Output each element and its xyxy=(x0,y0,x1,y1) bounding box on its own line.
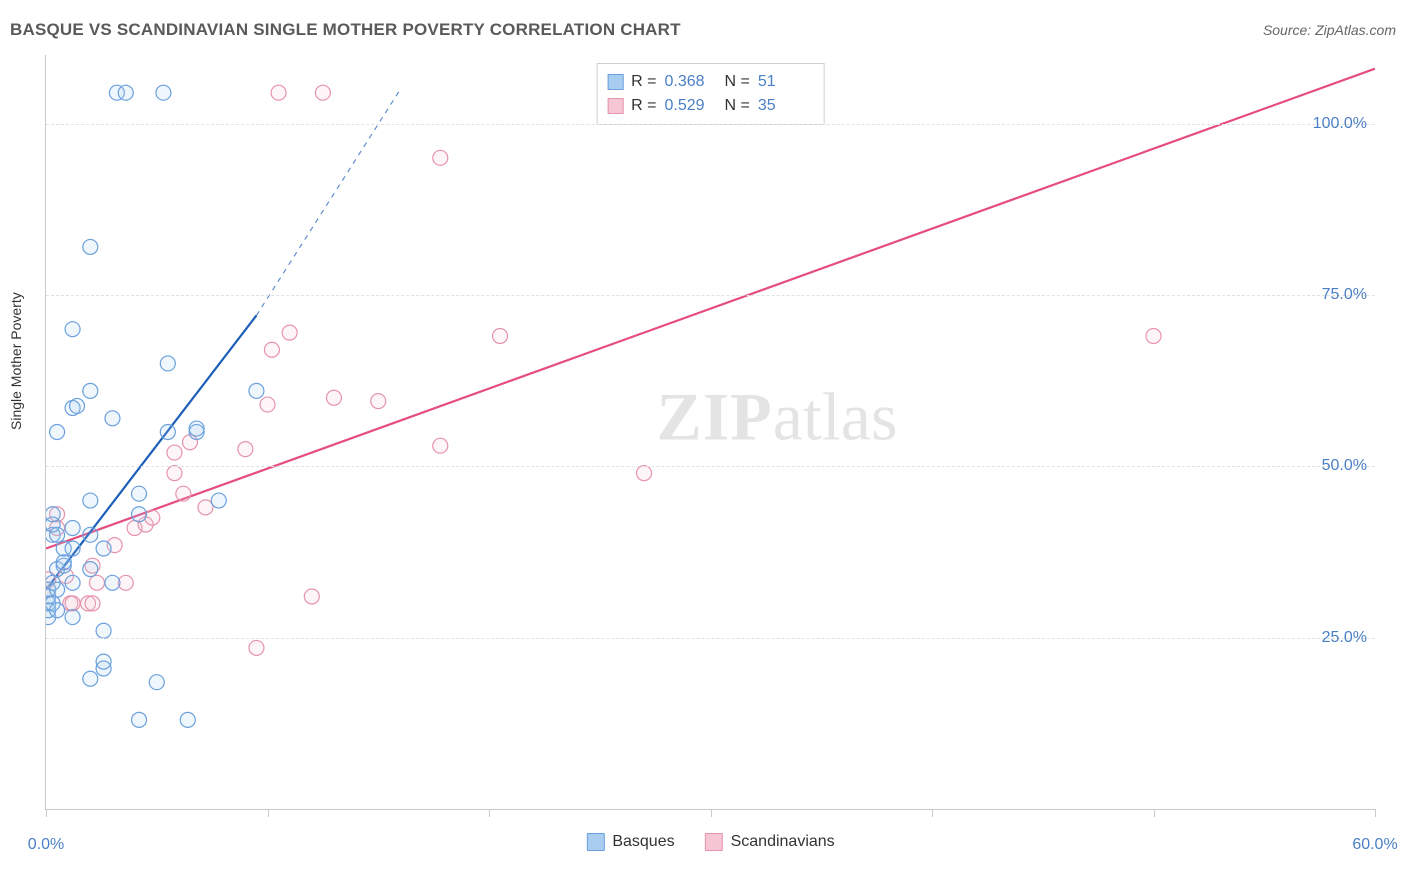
gridline-h xyxy=(46,638,1375,639)
plot-svg xyxy=(46,55,1375,809)
y-tick-label: 100.0% xyxy=(1313,115,1367,133)
x-tick xyxy=(268,809,269,817)
y-axis-label: Single Mother Poverty xyxy=(8,292,24,430)
y-tick-label: 75.0% xyxy=(1322,286,1367,304)
stats-r-label: R = xyxy=(631,70,656,94)
legend-item-basques: Basques xyxy=(586,833,674,851)
stats-n-label: N = xyxy=(725,94,750,118)
stats-row-basques: R = 0.368 N = 51 xyxy=(607,70,810,94)
stats-legend-box: R = 0.368 N = 51 R = 0.529 N = 35 xyxy=(596,63,825,125)
stats-swatch-basques xyxy=(607,74,623,90)
x-tick xyxy=(932,809,933,817)
bottom-legend: Basques Scandinavians xyxy=(586,833,834,851)
x-tick-label: 0.0% xyxy=(28,836,64,854)
stats-r-value-scan: 0.529 xyxy=(665,94,717,118)
legend-swatch-basques xyxy=(586,833,604,851)
x-tick-label: 60.0% xyxy=(1352,836,1397,854)
gridline-h xyxy=(46,466,1375,467)
x-tick xyxy=(1154,809,1155,817)
legend-swatch-scan xyxy=(705,833,723,851)
stats-n-label: N = xyxy=(725,70,750,94)
x-tick xyxy=(46,809,47,817)
x-tick xyxy=(489,809,490,817)
stats-n-value-scan: 35 xyxy=(758,94,810,118)
legend-label-basques: Basques xyxy=(612,833,674,851)
x-tick xyxy=(711,809,712,817)
stats-swatch-scan xyxy=(607,98,623,114)
gridline-h xyxy=(46,124,1375,125)
title-bar: BASQUE VS SCANDINAVIAN SINGLE MOTHER POV… xyxy=(10,18,1396,42)
y-tick-label: 25.0% xyxy=(1322,629,1367,647)
stats-row-scan: R = 0.529 N = 35 xyxy=(607,94,810,118)
gridline-h xyxy=(46,295,1375,296)
plot-area: ZIPatlas R = 0.368 N = 51 R = 0.529 N = … xyxy=(45,55,1375,810)
x-tick xyxy=(1375,809,1376,817)
y-tick-label: 50.0% xyxy=(1322,457,1367,475)
stats-r-label: R = xyxy=(631,94,656,118)
stats-n-value-basques: 51 xyxy=(758,70,810,94)
chart-title: BASQUE VS SCANDINAVIAN SINGLE MOTHER POV… xyxy=(10,20,681,40)
legend-label-scan: Scandinavians xyxy=(731,833,835,851)
source-label: Source: ZipAtlas.com xyxy=(1263,22,1396,38)
legend-item-scan: Scandinavians xyxy=(705,833,835,851)
stats-r-value-basques: 0.368 xyxy=(665,70,717,94)
